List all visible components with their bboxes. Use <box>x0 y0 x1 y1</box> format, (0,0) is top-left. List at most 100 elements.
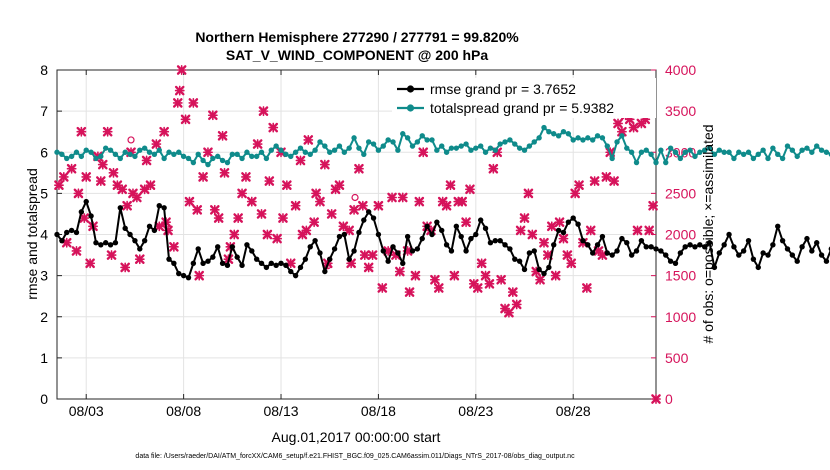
rmse-point <box>624 240 630 246</box>
rmse-point <box>516 258 523 264</box>
rmse-point <box>59 237 65 244</box>
totalspread-point <box>667 145 674 151</box>
obs-assimilated-marker <box>85 258 96 269</box>
totalspread-point <box>706 145 713 151</box>
obs-assimilated-marker <box>394 266 405 277</box>
totalspread-point <box>54 149 60 155</box>
left-y-axis-label: rmse and totalspread <box>24 168 40 300</box>
obs-plus-glyph <box>54 180 64 191</box>
rmse-point <box>395 250 401 256</box>
rmse-point <box>487 240 494 246</box>
totalspread-point <box>589 137 596 143</box>
obs-plus-glyph <box>363 262 374 273</box>
rmse-point <box>244 242 250 248</box>
obs-plus-glyph <box>349 204 360 215</box>
obs-assimilated-marker <box>134 254 145 265</box>
totalspread-point <box>546 128 552 135</box>
right-y-tick-label: 2000 <box>665 227 696 243</box>
obs-assimilated-marker <box>97 159 108 170</box>
obs-assimilated-marker <box>58 171 69 182</box>
obs-plus-glyph <box>357 200 368 211</box>
totalspread-point <box>770 145 776 151</box>
rmse-point <box>755 264 761 271</box>
rmse-point <box>419 235 425 242</box>
obs-plus-glyph <box>188 97 199 108</box>
totalspread-point <box>594 133 601 139</box>
totalspread-point <box>799 147 805 153</box>
x-axis-label: Aug.01,2017 00:00:00 start <box>272 429 441 445</box>
obs-plus-glyph <box>326 208 337 219</box>
obs-assimilated-marker <box>268 122 279 133</box>
totalspread-point <box>789 147 796 153</box>
rmse-point <box>619 235 625 242</box>
obs-plus-glyph <box>550 270 561 281</box>
rmse-point <box>677 250 684 256</box>
left-y-tick-label: 0 <box>40 391 48 407</box>
obs-assimilated-marker <box>488 163 499 174</box>
totalspread-point <box>263 155 270 162</box>
rmse-point <box>736 252 742 258</box>
obs-plus-glyph <box>445 180 456 191</box>
totalspread-point <box>585 135 591 141</box>
x-tick-label: 08/03 <box>69 403 104 419</box>
totalspread-point <box>327 149 333 155</box>
obs-plus-glyph <box>609 176 620 186</box>
obs-assimilated-marker <box>433 283 444 293</box>
obs-plus-glyph <box>515 225 526 236</box>
obs-assimilated-marker <box>151 139 162 149</box>
obs-assimilated-marker <box>387 192 397 203</box>
totalspread-point <box>482 149 489 155</box>
obs-plus-glyph <box>241 171 251 182</box>
obs-plus-glyph <box>303 134 314 145</box>
right-y-tick-label: 3500 <box>665 103 696 119</box>
totalspread-point <box>83 147 89 153</box>
totalspread-point <box>555 133 562 139</box>
chart-subtitle: SAT_V_WIND_COMPONENT @ 200 hPa <box>226 47 489 63</box>
obs-plus-glyph <box>476 258 487 269</box>
obs-assimilated-marker <box>258 106 269 117</box>
obs-assimilated-marker <box>570 188 581 199</box>
obs-assimilated-marker <box>272 233 283 244</box>
obs-plus-glyph <box>503 307 514 318</box>
obs-plus-glyph <box>644 225 655 236</box>
obs-assimilated-marker <box>644 225 655 236</box>
left-y-tick-label: 1 <box>40 350 48 366</box>
rmse-point <box>292 272 299 279</box>
obs-plus-glyph <box>209 204 220 215</box>
rmse-point <box>448 248 455 254</box>
totalspread-point <box>648 151 654 158</box>
rmse-point <box>546 264 552 271</box>
obs-plus-glyph <box>535 274 546 285</box>
obs-assimilated-marker <box>95 176 106 186</box>
obs-plus-glyph <box>566 258 577 269</box>
totalspread-point <box>93 155 99 162</box>
obs-assimilated-marker <box>353 163 364 174</box>
rmse-point <box>526 250 533 256</box>
right-y-axis-label: # of obs: o=possible; ×=assimilated <box>700 124 716 343</box>
obs-assimilated-marker <box>262 229 273 240</box>
rmse-point <box>253 256 260 262</box>
totalspread-point <box>102 145 109 151</box>
rmse-point <box>721 242 727 248</box>
totalspread-point <box>88 149 94 155</box>
obs-assimilated-marker <box>589 176 600 186</box>
obs-plus-glyph <box>558 233 569 244</box>
totalspread-point <box>176 149 182 155</box>
totalspread-point <box>336 143 343 149</box>
rmse-point <box>171 260 177 266</box>
obs-plus-glyph <box>112 180 123 191</box>
totalspread-point <box>166 149 172 155</box>
obs-plus-glyph <box>581 283 592 293</box>
obs-plus-glyph <box>184 196 195 207</box>
obs-plus-glyph <box>268 122 279 133</box>
x-tick-label: 08/28 <box>556 403 591 419</box>
totalspread-point <box>687 147 693 153</box>
obs-plus-glyph <box>546 221 557 232</box>
obs-plus-glyph <box>207 110 218 121</box>
obs-plus-glyph <box>651 394 661 404</box>
totalspread-point <box>692 153 698 160</box>
rmse-point <box>190 260 197 266</box>
rmse-point <box>268 260 274 266</box>
obs-plus-glyph <box>457 196 468 207</box>
obs-assimilated-marker <box>278 213 288 223</box>
